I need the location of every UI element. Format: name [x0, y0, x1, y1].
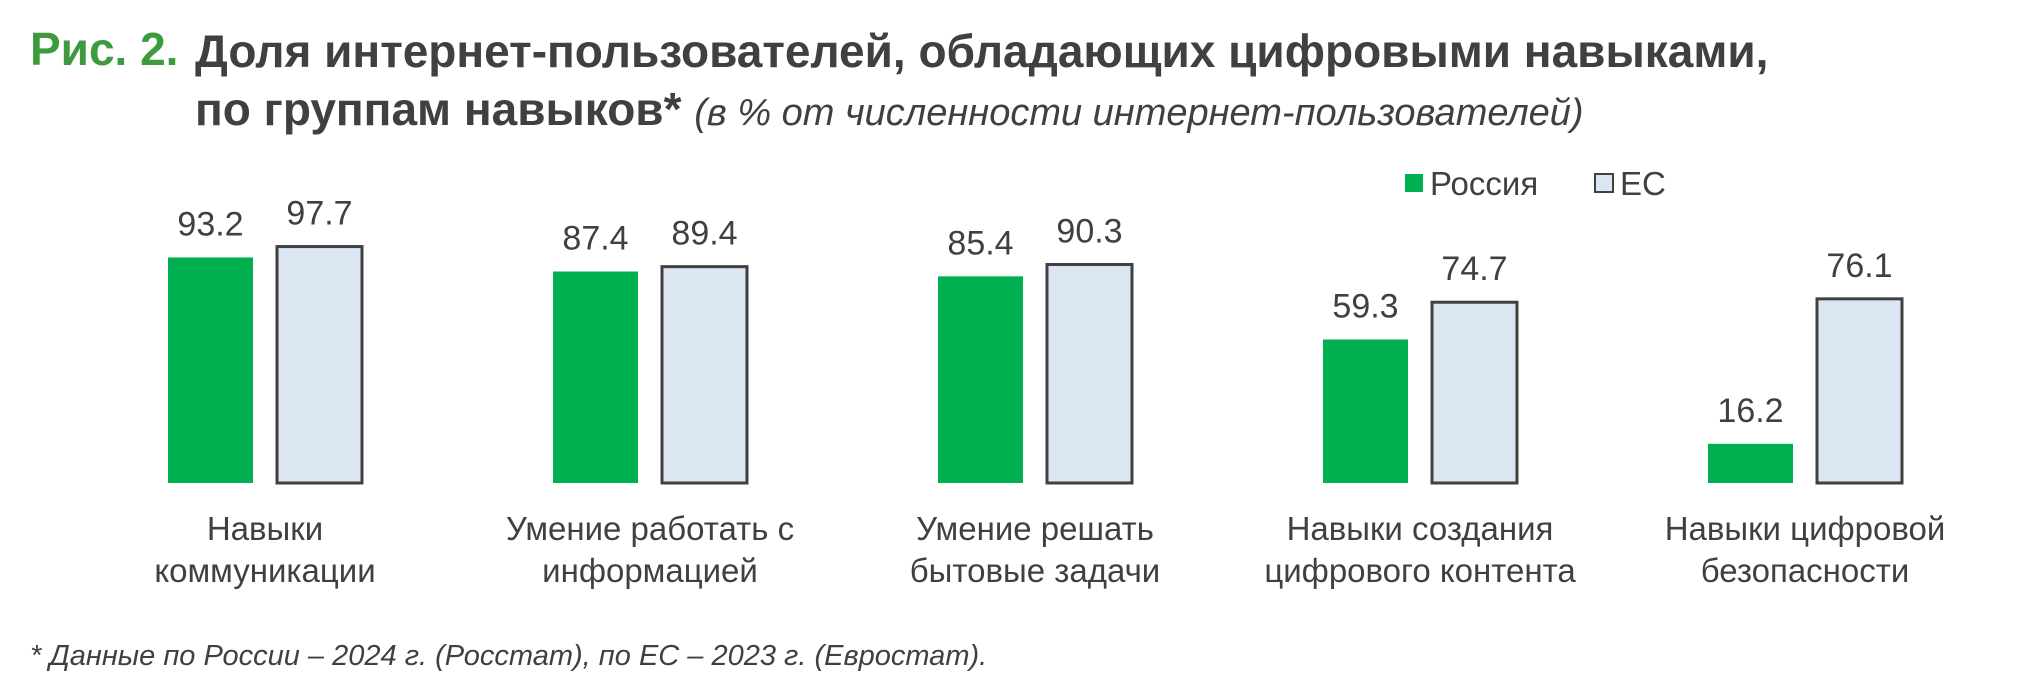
category-label-0-1: коммуникации — [154, 552, 375, 589]
title-line-2: по группам навыков* (в % от численности … — [195, 80, 1768, 142]
legend-swatch-eu — [1594, 173, 1614, 193]
bar-eu-3 — [1430, 300, 1519, 485]
category-label-3-1: цифрового контента — [1264, 552, 1576, 589]
data-label-russia-2: 85.4 — [947, 224, 1013, 262]
data-label-eu-1: 89.4 — [671, 215, 737, 253]
title-line-1: Доля интернет-пользователей, обладающих … — [195, 25, 1769, 77]
data-label-russia-1: 87.4 — [562, 219, 628, 257]
data-label-russia-3: 59.3 — [1332, 287, 1398, 325]
category-label-2-0: Умение решать — [916, 510, 1154, 547]
legend-label-russia: Россия — [1430, 165, 1538, 202]
category-label-1-0: Умение работать с — [506, 510, 794, 547]
bar-eu-4 — [1815, 297, 1904, 485]
bar-russia-3 — [1323, 339, 1408, 483]
data-label-russia-0: 93.2 — [177, 205, 243, 243]
bar-eu-0 — [275, 245, 364, 485]
title-line-2-text: по группам навыков* — [195, 83, 682, 135]
data-label-eu-2: 90.3 — [1056, 212, 1122, 250]
category-label-1-1: информацией — [542, 552, 758, 589]
bar-eu-1 — [660, 265, 749, 485]
figure-subtitle: (в % от численности интернет-пользовател… — [694, 92, 1584, 134]
bar-eu-2 — [1045, 262, 1134, 485]
figure-title: Доля интернет-пользователей, обладающих … — [195, 22, 1768, 142]
legend-swatch-russia — [1405, 174, 1423, 192]
bar-russia-4 — [1708, 443, 1793, 483]
footnote: * Данные по России – 2024 г. (Росстат), … — [30, 640, 988, 672]
bar-chart: 93.2 97.7 Навыки коммуникации 87.4 89.4 Умение… — [154, 165, 1946, 589]
data-label-eu-4: 76.1 — [1826, 247, 1892, 285]
category-label-0-0: Навыки — [207, 510, 323, 547]
category-label-4-0: Навыки цифровой — [1665, 510, 1946, 547]
figure-label: Рис. 2. — [30, 23, 179, 75]
category-label-3-0: Навыки создания — [1287, 510, 1554, 547]
legend-label-eu: ЕС — [1620, 165, 1666, 202]
data-label-eu-3: 74.7 — [1441, 250, 1507, 288]
data-label-russia-4: 16.2 — [1717, 392, 1783, 430]
bar-russia-0 — [168, 257, 253, 483]
bar-russia-1 — [553, 271, 638, 483]
category-label-2-1: бытовые задачи — [910, 552, 1160, 589]
data-label-eu-0: 97.7 — [286, 195, 352, 233]
category-label-4-1: безопасности — [1701, 552, 1910, 589]
bar-russia-2 — [938, 276, 1023, 483]
